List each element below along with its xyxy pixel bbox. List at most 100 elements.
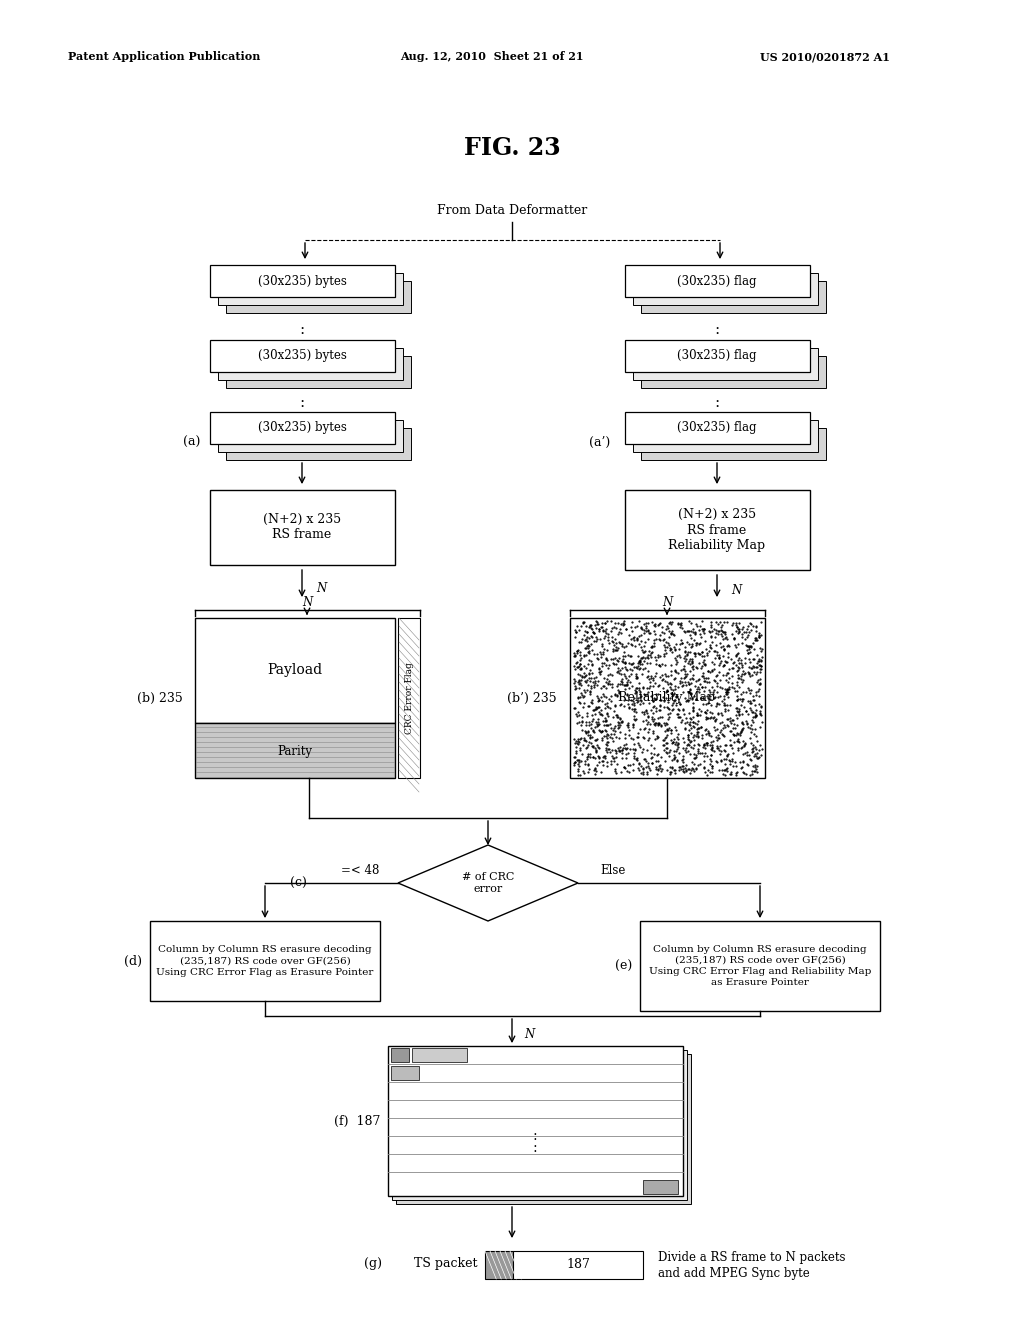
Point [621,689,637,710]
Point [613,747,630,768]
Point [571,737,588,758]
Point [663,639,679,660]
Point [692,717,709,738]
Point [684,659,700,680]
Point [595,755,611,776]
Point [690,681,707,702]
Point [580,722,596,743]
Point [636,642,652,663]
Point [601,632,617,653]
Point [753,640,769,661]
Point [670,733,686,754]
Point [670,737,686,758]
Point [728,723,744,744]
Point [630,690,646,711]
Point [679,620,695,642]
Point [598,752,614,774]
Point [629,667,645,688]
Point [687,746,703,767]
Point [672,693,688,714]
Bar [195,723,395,777]
Bar [210,265,395,297]
Point [623,664,639,685]
Point [691,652,708,673]
Point [604,727,621,748]
Point [606,628,623,649]
Point [601,688,617,709]
Point [591,659,607,680]
Point [721,635,737,656]
Point [580,705,596,726]
Point [589,611,605,632]
Point [681,759,697,780]
Point [685,693,701,714]
Point [589,675,605,696]
Point [676,762,692,783]
Point [642,675,658,696]
Point [633,762,649,783]
Point [688,689,705,710]
Point [668,741,684,762]
Point [645,668,662,689]
Bar [226,356,411,388]
Point [612,673,629,694]
Point [637,631,653,652]
Point [662,676,678,697]
Point [670,612,686,634]
Point [618,659,635,680]
Point [722,750,738,771]
Point [643,643,659,664]
Point [579,627,595,648]
Point [705,735,721,756]
Text: # of CRC
error: # of CRC error [462,871,514,894]
Point [692,742,709,763]
Point [575,667,592,688]
Point [728,756,744,777]
Point [739,754,756,775]
Point [655,628,672,649]
Point [739,640,756,661]
Point [685,747,701,768]
Point [730,649,746,671]
Point [748,738,764,759]
Point [642,747,658,768]
Point [696,677,713,698]
Point [659,714,676,735]
Point [578,628,594,649]
Point [736,763,753,784]
Point [687,758,703,779]
Point [625,738,641,759]
Point [710,620,726,642]
Point [630,726,646,747]
Point [745,711,762,733]
Point [691,734,708,755]
Point [742,714,759,735]
Point [635,739,651,760]
Point [602,742,618,763]
Point [671,742,687,763]
Point [746,627,763,648]
Point [668,694,684,715]
Point [647,688,664,709]
Point [719,663,735,684]
Point [634,619,650,640]
Point [707,710,723,731]
Point [590,709,606,730]
Point [589,713,605,734]
Point [679,664,695,685]
Point [649,713,666,734]
Point [742,733,759,754]
Point [658,719,675,741]
Point [732,722,749,743]
Point [732,721,749,742]
Point [715,635,731,656]
Point [663,623,679,644]
Point [584,677,600,698]
Point [597,697,613,718]
Point [691,634,708,655]
Point [660,673,677,694]
Point [668,661,684,682]
Point [658,697,675,718]
Point [720,672,736,693]
Point [617,652,634,673]
